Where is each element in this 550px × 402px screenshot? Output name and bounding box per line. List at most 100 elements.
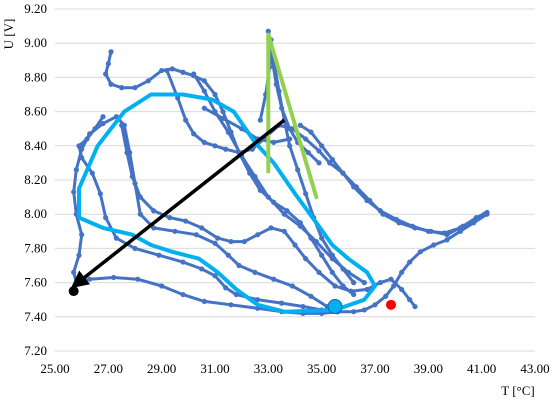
measured-data-point <box>183 218 189 224</box>
measured-data-point <box>303 191 309 197</box>
measured-data-point <box>212 273 218 279</box>
measured-data-point <box>180 69 186 75</box>
measured-data-point <box>228 302 234 308</box>
measured-data-point <box>73 167 79 173</box>
measured-data-point <box>281 211 287 217</box>
measured-data-point <box>129 173 135 180</box>
y-axis-title: U [V] <box>1 19 16 50</box>
measured-data-point <box>383 293 389 299</box>
measured-data-point <box>444 237 450 243</box>
measured-data-point <box>313 238 319 245</box>
measured-data-point <box>319 235 325 241</box>
measured-data-point <box>241 238 247 245</box>
measured-data-point <box>255 232 261 238</box>
trend-arrow <box>70 118 286 289</box>
measured-data-point <box>377 280 383 286</box>
measured-data-point <box>364 286 370 293</box>
y-tick-label: 8.40 <box>24 138 47 153</box>
measured-data-point <box>252 173 258 180</box>
measured-data-point <box>308 293 314 299</box>
y-tick-label: 7.40 <box>24 309 47 324</box>
measured-data-point <box>287 126 293 132</box>
measured-data-point <box>87 276 93 282</box>
measured-data-point <box>159 283 165 289</box>
measured-data-point <box>457 225 463 231</box>
measured-data-point <box>295 167 301 173</box>
measured-data-point <box>473 216 479 222</box>
measured-data-point <box>319 252 325 258</box>
measured-data-point <box>124 150 130 156</box>
measured-data-point <box>351 280 357 286</box>
measured-data-point <box>113 235 119 241</box>
measured-data-point <box>431 242 437 248</box>
measured-data-point <box>257 117 263 123</box>
measured-data-point <box>156 252 162 258</box>
measured-data-point <box>71 189 77 195</box>
measured-data-point <box>300 303 306 310</box>
measured-data-point <box>481 211 487 217</box>
measured-data-point <box>265 194 271 200</box>
measured-data-point <box>119 85 125 91</box>
x-tick-label: 37.00 <box>360 361 389 376</box>
measured-data-point <box>316 269 322 275</box>
measured-data-point <box>180 259 186 265</box>
measured-data-point <box>329 156 335 163</box>
measured-data-point <box>201 139 207 145</box>
x-tick-label: 41.00 <box>467 361 496 376</box>
x-tick-label: 29.00 <box>147 361 176 376</box>
measured-data-point <box>220 115 226 122</box>
measured-data-point <box>297 223 303 229</box>
measured-data-point <box>180 291 186 298</box>
highlight-point <box>327 299 343 315</box>
measured-data-point <box>425 228 431 234</box>
y-axis-ticks: 7.20 7.40 7.60 7.80 8.00 8.20 8.40 8.60 8.80 9.00… <box>24 1 47 358</box>
measured-data-point <box>228 238 234 245</box>
measured-data-point <box>265 28 271 34</box>
measured-data-point <box>132 85 138 91</box>
measured-data-point <box>319 143 325 149</box>
measured-data-point <box>223 146 229 152</box>
x-axis-title: T [°C] <box>501 383 534 398</box>
measured-data-point <box>84 136 90 142</box>
measured-data-point <box>303 136 309 142</box>
highlight-point <box>386 299 396 310</box>
measured-data-point <box>111 274 117 281</box>
measured-data-point <box>137 211 143 217</box>
smoothed-loop-line <box>77 92 377 314</box>
measured-data-point <box>89 170 95 176</box>
measured-data-point <box>159 67 165 74</box>
measured-data-point <box>137 194 143 200</box>
measured-data-point <box>364 197 370 204</box>
measured-data-point <box>345 269 351 275</box>
measured-data-point <box>407 259 413 265</box>
measured-data-point <box>292 242 298 248</box>
measured-data-point <box>169 66 175 72</box>
annotations <box>68 118 396 315</box>
x-tick-label: 25.00 <box>40 361 69 376</box>
measured-data-point <box>193 232 199 238</box>
measured-data-point <box>399 269 405 275</box>
x-tick-label: 43.00 <box>520 361 549 376</box>
measured-data-point <box>407 297 413 303</box>
measured-data-point <box>279 300 285 306</box>
y-tick-label: 9.20 <box>24 1 47 16</box>
measured-data-point <box>329 256 335 262</box>
measured-data-point <box>236 262 242 269</box>
measured-data-point <box>100 114 106 120</box>
measured-data-point <box>305 150 311 156</box>
measured-data-point <box>377 208 383 214</box>
y-tick-label: 7.80 <box>24 240 47 255</box>
measured-data-point <box>329 269 335 275</box>
measured-data-point <box>388 276 394 282</box>
measured-data-point <box>225 129 231 135</box>
y-tick-label: 7.60 <box>24 275 47 290</box>
measured-data-point <box>92 126 98 132</box>
y-tick-label: 8.60 <box>24 104 47 119</box>
measured-data-point <box>281 228 287 234</box>
measured-data-point <box>273 81 279 87</box>
measured-data-point <box>268 225 274 231</box>
measured-data-point <box>100 120 106 127</box>
measured-data-point <box>441 230 447 236</box>
measured-data-point <box>151 208 157 214</box>
